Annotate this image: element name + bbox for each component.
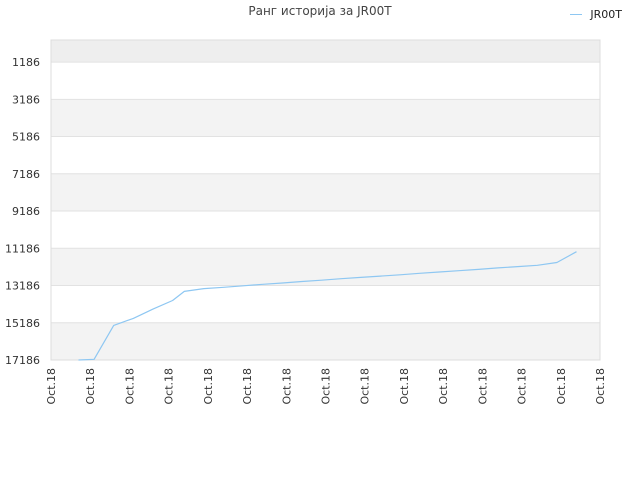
plot-band	[51, 173, 600, 212]
plot-band	[51, 40, 600, 63]
x-tick-label: Oct.18	[359, 368, 372, 405]
y-tick-label: 9186	[12, 205, 40, 218]
y-tick-label: 7186	[12, 168, 40, 181]
x-tick-label: Oct.18	[241, 368, 254, 405]
x-tick-label: Oct.18	[84, 368, 97, 405]
chart-title: Ранг историја за JR00T	[248, 4, 392, 18]
y-tick-label: 15186	[5, 317, 40, 330]
x-tick-label: Oct.18	[437, 368, 450, 405]
series-line-jr00t	[78, 251, 577, 361]
y-tick-label: 17186	[5, 354, 40, 367]
plot-band	[51, 285, 600, 323]
legend-swatch-icon	[570, 14, 583, 15]
x-tick-label: Oct.18	[163, 368, 176, 405]
plot-border	[50, 39, 601, 361]
y-tick-label: 13186	[5, 280, 40, 293]
x-tick-label: Oct.18	[516, 368, 529, 405]
x-tick-label: Oct.18	[555, 368, 568, 405]
x-tick-label: Oct.18	[594, 368, 607, 405]
y-tick-label: 3186	[12, 93, 40, 106]
plot-band	[51, 99, 600, 137]
y-tick-label: 1186	[12, 56, 40, 69]
plot-band	[51, 136, 600, 174]
y-tick-label: 11186	[5, 242, 40, 255]
legend: JR00T	[570, 8, 622, 21]
plot-band	[51, 62, 600, 100]
x-tick-label: Oct.18	[280, 368, 293, 405]
plot-band	[51, 322, 600, 360]
legend-label: JR00T	[590, 8, 622, 21]
x-tick-label: Oct.18	[476, 368, 489, 405]
plot-band	[51, 211, 600, 249]
x-tick-label: Oct.18	[398, 368, 411, 405]
x-tick-label: Oct.18	[123, 368, 136, 405]
x-tick-label: Oct.18	[45, 368, 58, 405]
y-tick-label: 5186	[12, 131, 40, 144]
x-tick-label: Oct.18	[320, 368, 333, 405]
x-tick-label: Oct.18	[202, 368, 215, 405]
